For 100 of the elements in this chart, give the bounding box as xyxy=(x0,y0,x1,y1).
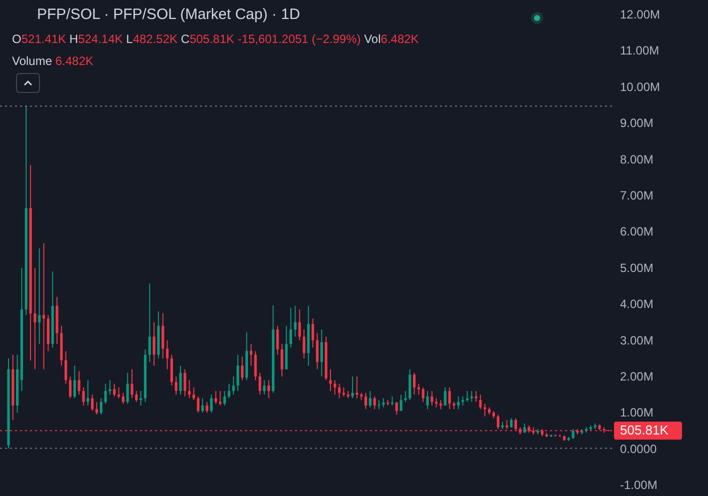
y-tick-label: 3.00M xyxy=(620,333,654,348)
candlestick xyxy=(240,356,244,381)
candlestick xyxy=(179,365,182,396)
y-tick-label: 8.00M xyxy=(620,152,654,166)
candlestick xyxy=(148,282,151,363)
candlestick xyxy=(466,390,469,402)
candlestick xyxy=(250,343,252,366)
y-tick-label: 10.00M xyxy=(620,80,660,94)
ref-line-label: 505.81K xyxy=(620,422,669,438)
candlestick xyxy=(140,390,142,406)
candlestick xyxy=(201,398,204,414)
candlestick xyxy=(90,394,94,412)
chart-title: PFP/SOL · PFP/SOL (Market Cap) · 1D xyxy=(37,6,300,23)
candlestick xyxy=(289,307,292,348)
candlestick xyxy=(390,396,394,406)
candlestick xyxy=(232,376,235,396)
candlestick xyxy=(364,392,368,410)
y-tick-label: -1.00M xyxy=(620,478,658,492)
candlestick xyxy=(351,376,354,399)
candlestick xyxy=(276,325,279,356)
candlestick xyxy=(422,386,424,402)
y-tick-label: 12.00M xyxy=(620,7,660,22)
candlestick xyxy=(496,414,500,430)
candlestick xyxy=(113,383,116,397)
candlestick xyxy=(184,368,186,397)
candlestick xyxy=(104,383,107,404)
candlestick xyxy=(320,328,323,378)
candlestick xyxy=(64,350,68,384)
y-tick-label: 6.00M xyxy=(620,224,654,239)
candlestick xyxy=(400,394,402,412)
candlestick xyxy=(126,372,129,404)
candlestick xyxy=(130,368,134,399)
candlestick xyxy=(373,396,376,410)
candlestick xyxy=(95,401,98,416)
candlestick xyxy=(254,350,257,381)
candlestick xyxy=(408,368,412,401)
candlestick xyxy=(82,386,85,406)
candlestick xyxy=(462,396,464,406)
candlestick xyxy=(170,354,173,386)
candlestick xyxy=(210,394,213,414)
candlestick xyxy=(338,383,341,399)
candlestick xyxy=(108,380,112,396)
candlestick xyxy=(73,365,76,399)
y-tick-label: 11.00M xyxy=(620,44,660,58)
candlestick xyxy=(152,322,156,366)
candlestick xyxy=(100,398,102,416)
candlestick xyxy=(479,394,482,410)
y-tick-label: 4.00M xyxy=(620,297,654,312)
candlestick xyxy=(162,312,164,359)
candlestick xyxy=(228,383,230,399)
candlestick xyxy=(267,380,270,399)
candlestick xyxy=(302,328,306,359)
candlestick xyxy=(135,390,138,402)
candlestick xyxy=(122,392,124,404)
y-tick-label: 1.00M xyxy=(620,406,654,420)
text: O521.41K H524.14K L482.52K C505.81K -15,601.2051 (−2.99%) Vol6.482K xyxy=(12,32,419,46)
candlestick xyxy=(38,248,41,344)
candlestick xyxy=(206,401,208,414)
candlestick xyxy=(412,372,416,396)
candlestick xyxy=(572,428,574,440)
candlestick xyxy=(117,386,120,399)
candlestick xyxy=(223,390,226,406)
candlestick xyxy=(214,390,218,404)
candlestick xyxy=(42,242,46,370)
candlestick xyxy=(474,390,478,402)
candlestick xyxy=(86,380,90,406)
y-tick-label: 0.0000 xyxy=(620,442,658,456)
candlestick xyxy=(395,401,398,416)
candlestick xyxy=(298,309,301,341)
candlestick xyxy=(316,332,319,370)
candlestick xyxy=(294,305,296,338)
candlestick xyxy=(34,267,36,370)
candlestick xyxy=(166,340,169,370)
candlestick xyxy=(329,368,332,392)
candlestick xyxy=(382,398,385,408)
candlestick xyxy=(196,396,200,414)
candlestick xyxy=(174,376,178,396)
candlestick xyxy=(448,386,451,410)
candlestick xyxy=(430,390,434,406)
candlestick xyxy=(439,400,442,410)
candlestick xyxy=(457,396,460,410)
y-tick-label: 7.00M xyxy=(620,188,654,203)
candlestick xyxy=(368,390,372,408)
candlestick xyxy=(236,354,240,392)
candlestick xyxy=(258,372,262,396)
y-tick-label: 9.00M xyxy=(620,116,654,130)
annotation: Volume 6.482K xyxy=(12,54,94,68)
candlestick xyxy=(68,376,72,399)
y-tick-label: 5.00M xyxy=(620,260,654,275)
candlestick xyxy=(263,380,266,396)
candlestick xyxy=(280,343,284,378)
candlestick xyxy=(78,370,80,396)
y-tick-label: 2.00M xyxy=(620,370,654,384)
candlestick xyxy=(312,318,314,348)
candlestick xyxy=(444,386,446,406)
candlestick xyxy=(192,386,196,401)
candlestick xyxy=(426,390,429,410)
candlestick xyxy=(334,380,336,396)
candlestick xyxy=(188,380,191,399)
candlestick xyxy=(404,390,407,402)
